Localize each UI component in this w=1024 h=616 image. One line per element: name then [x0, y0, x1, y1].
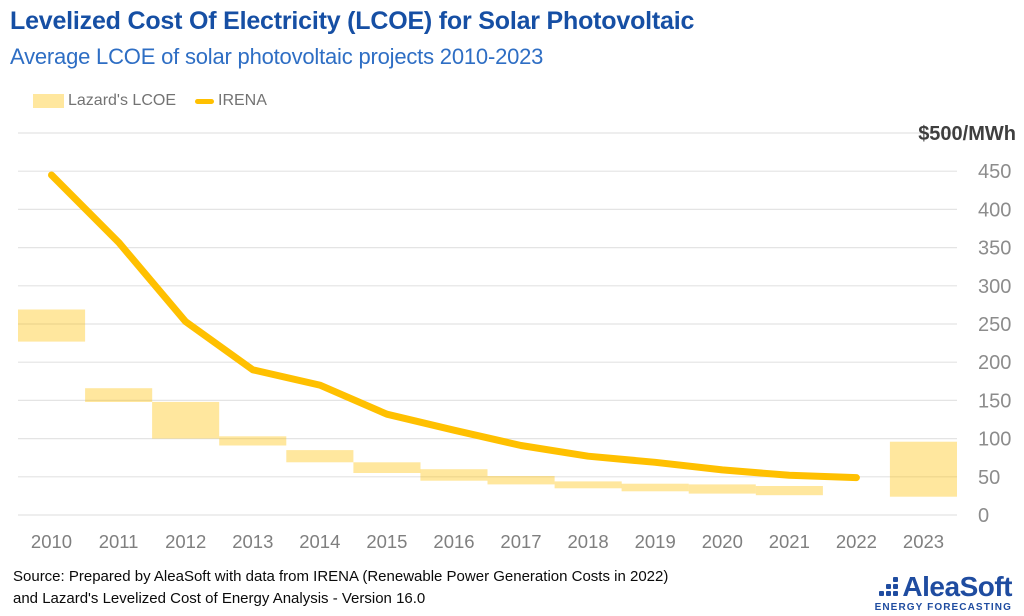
- logo-name: AleaSoft: [902, 571, 1012, 602]
- source-line-2: and Lazard's Levelized Cost of Energy An…: [13, 589, 426, 607]
- chart-subtitle: Average LCOE of solar photovoltaic proje…: [10, 44, 544, 69]
- y-axis-label-50: 50: [978, 467, 1000, 489]
- aleasoft-logo: AleaSoft ENERGY FORECASTING: [874, 571, 1013, 614]
- y-axis-label-100: 100: [978, 429, 1011, 451]
- legend-label-lazard: Lazard's LCOE: [68, 92, 176, 109]
- aleasoft-dots-icon: [879, 577, 899, 596]
- lazard-bar-2011: [85, 388, 153, 402]
- lazard-bar-2019: [621, 483, 689, 492]
- irena-line-swatch-icon: [195, 98, 214, 104]
- lazard-bar-2015: [353, 462, 421, 473]
- chart-title: Levelized Cost Of Electricity (LCOE) for…: [10, 7, 695, 35]
- lazard-bar-2013: [219, 436, 287, 446]
- x-axis-label-2012: 2012: [165, 531, 206, 552]
- x-axis-label-2021: 2021: [769, 531, 810, 552]
- y-axis-label-150: 150: [978, 390, 1011, 412]
- lazard-bar-2020: [688, 484, 756, 494]
- y-axis-label-200: 200: [978, 352, 1011, 374]
- irena-line: [48, 171, 860, 482]
- y-axis-unit-label: $500/MWh: [918, 123, 1016, 145]
- lazard-bar-2014: [286, 450, 354, 463]
- y-axis-label-0: 0: [978, 505, 989, 527]
- lazard-bar-2017: [487, 476, 555, 485]
- y-axis-label-450: 450: [978, 161, 1011, 183]
- x-axis-label-2011: 2011: [99, 531, 139, 552]
- lazard-bar-2016: [420, 469, 488, 481]
- legend-label-irena: IRENA: [218, 92, 267, 109]
- x-axis-label-2022: 2022: [836, 531, 877, 552]
- x-axis-label-2023: 2023: [903, 531, 944, 552]
- lazard-bar-2021: [755, 486, 823, 496]
- y-axis-label-400: 400: [978, 199, 1011, 221]
- x-axis-label-2014: 2014: [299, 531, 340, 552]
- x-axis-label-2020: 2020: [702, 531, 743, 552]
- chart-legend: Lazard's LCOE IRENA: [33, 92, 267, 110]
- logo-tagline: ENERGY FORECASTING: [874, 602, 1012, 613]
- lazard-bar-2018: [554, 481, 622, 489]
- lazard-bar-2012: [152, 401, 220, 439]
- lazard-bar-2023: [889, 441, 957, 497]
- source-line-1: Source: Prepared by AleaSoft with data f…: [13, 568, 669, 585]
- x-axis-label-2016: 2016: [433, 531, 474, 552]
- lazard-bar-swatch-icon: [33, 94, 64, 108]
- source-note: Source: Prepared by AleaSoft with data f…: [13, 566, 668, 609]
- x-axis-label-2017: 2017: [500, 531, 541, 552]
- x-axis-label-2018: 2018: [568, 531, 609, 552]
- x-axis-label-2010: 2010: [31, 531, 72, 552]
- lazard-bar-2010: [18, 309, 86, 342]
- y-axis-label-300: 300: [978, 276, 1011, 298]
- y-axis-label-350: 350: [978, 238, 1011, 260]
- y-axis-label-250: 250: [978, 314, 1011, 336]
- x-axis-label-2013: 2013: [232, 531, 273, 552]
- x-axis-label-2019: 2019: [635, 531, 676, 552]
- x-axis-label-2015: 2015: [366, 531, 407, 552]
